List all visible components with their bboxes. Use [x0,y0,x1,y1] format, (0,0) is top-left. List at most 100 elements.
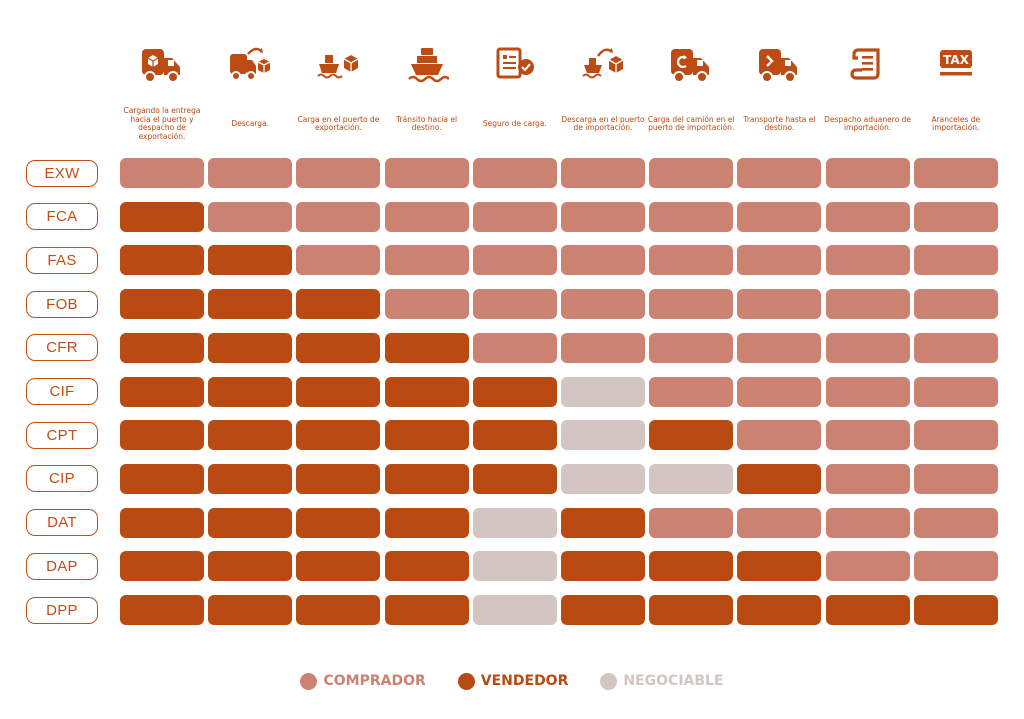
legend-item-vendedor: VENDEDOR [458,673,569,690]
cell-vendedor [296,551,380,581]
column-label: Carga en el puerto de exportación. [294,100,382,148]
cell-comprador [826,202,910,232]
cell-negociable [561,464,645,494]
cell-vendedor [296,595,380,625]
cell-comprador [561,333,645,363]
cell-vendedor [296,508,380,538]
cell-comprador [561,158,645,188]
cell-negociable [473,508,557,538]
cell-comprador [649,333,733,363]
ship-icon [405,44,449,84]
cell-vendedor [208,508,292,538]
cell-vendedor [473,377,557,407]
cell-comprador [914,202,998,232]
ship-unload-icon [581,44,625,84]
cell-vendedor [473,464,557,494]
cell-vendedor [208,464,292,494]
cell-comprador [473,333,557,363]
cell-comprador [649,377,733,407]
cell-comprador [826,551,910,581]
truck-reload-icon [669,44,713,84]
truck-unload-icon [228,44,272,84]
cell-comprador [385,158,469,188]
cell-comprador [649,202,733,232]
column-header: Carga en el puerto de exportación. [294,40,382,150]
cell-vendedor [296,420,380,450]
cell-comprador [296,245,380,275]
cell-vendedor [914,595,998,625]
cell-comprador [473,158,557,188]
cell-vendedor [120,377,204,407]
cell-comprador [826,508,910,538]
cell-vendedor [737,551,821,581]
cell-comprador [826,158,910,188]
cell-comprador [385,245,469,275]
column-label: Aranceles de importación. [912,100,1000,148]
row-label-cfr: CFR [26,334,98,361]
column-header: Tránsito hacia el destino. [383,40,471,150]
cell-comprador [737,333,821,363]
cell-comprador [826,377,910,407]
cell-vendedor [208,551,292,581]
cell-vendedor [385,333,469,363]
cell-comprador [914,333,998,363]
row-label-cif: CIF [26,378,98,405]
row-label-dat: DAT [26,509,98,536]
cell-comprador [561,202,645,232]
column-label: Transporte hasta el destino. [735,100,823,148]
legend-label: VENDEDOR [481,673,569,689]
cell-comprador [737,202,821,232]
cell-comprador [914,420,998,450]
legend-dot [600,673,617,690]
row-label-cpt: CPT [26,422,98,449]
cell-comprador [914,377,998,407]
cell-vendedor [296,289,380,319]
legend-dot [458,673,475,690]
cell-vendedor [737,464,821,494]
cell-comprador [737,245,821,275]
cell-vendedor [561,508,645,538]
column-header: Seguro de carga. [471,40,559,150]
cell-vendedor [120,245,204,275]
cell-comprador [208,202,292,232]
cell-comprador [737,289,821,319]
cell-comprador [737,158,821,188]
cell-vendedor [208,245,292,275]
cell-comprador [914,508,998,538]
svg-text:TAX: TAX [943,53,970,67]
cell-comprador [737,377,821,407]
cell-comprador [473,202,557,232]
row-label-fas: FAS [26,247,98,274]
cell-vendedor [385,420,469,450]
legend: COMPRADOR VENDEDOR NEGOCIABLE [0,670,1024,692]
cell-comprador [296,158,380,188]
cell-vendedor [120,551,204,581]
cell-vendedor [120,508,204,538]
cell-vendedor [296,333,380,363]
column-header: Carga del camión en el puerto de importa… [647,40,735,150]
column-header: TAX Aranceles de importación. [912,40,1000,150]
cell-comprador [473,289,557,319]
column-header: Descarga. [206,40,294,150]
legend-label: NEGOCIABLE [623,673,723,689]
column-header: Cargando la entrega hacia el puerto y de… [118,40,206,150]
legend-dot [300,673,317,690]
row-label-dap: DAP [26,553,98,580]
cell-comprador [826,464,910,494]
cell-vendedor [473,420,557,450]
document-check-icon [493,44,537,84]
cell-comprador [737,420,821,450]
cell-comprador [385,202,469,232]
cell-comprador [914,464,998,494]
legend-item-comprador: COMPRADOR [300,673,425,690]
cell-comprador [649,508,733,538]
cell-negociable [561,377,645,407]
cell-vendedor [296,464,380,494]
cell-vendedor [208,333,292,363]
cell-vendedor [649,551,733,581]
column-label: Tránsito hacia el destino. [383,100,471,148]
column-header: Transporte hasta el destino. [735,40,823,150]
column-label: Descarga. [206,100,294,148]
cell-comprador [826,333,910,363]
